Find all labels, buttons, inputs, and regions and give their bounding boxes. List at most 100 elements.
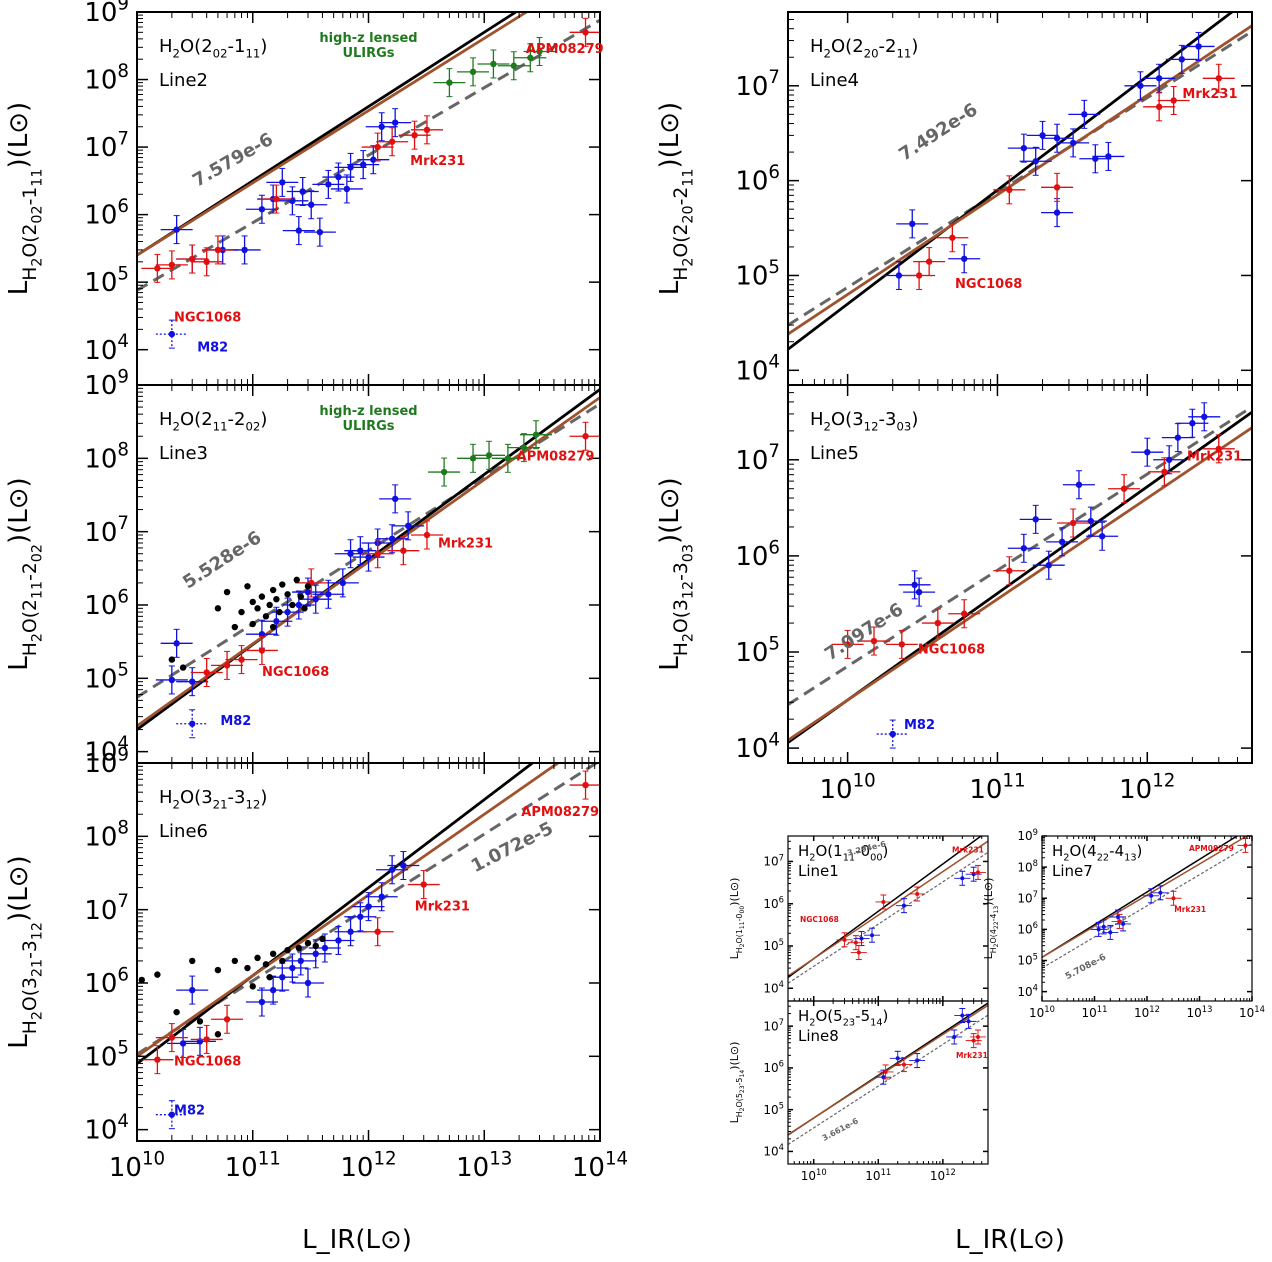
data-point-hrs [254,954,261,962]
data-point-local [1053,209,1061,216]
data-point-local [1178,56,1186,63]
ratio-label: 1.072e-5 [468,818,557,877]
data-point-agn [844,641,851,648]
y-tick-label: 104 [1017,982,1038,998]
data-point-agn [949,234,956,241]
data-point-local [258,630,266,638]
data-point-highz [536,48,543,55]
y-tick-label: 104 [735,352,780,387]
data-point-agn [168,261,176,269]
data-point-local [1075,481,1083,488]
data-point-local [1165,456,1173,463]
annotation-highz: ULIRGs [342,419,394,434]
y-tick-label: 109 [84,0,129,28]
data-point-agn [423,531,431,539]
data-point-local [312,950,319,958]
data-point-hrs [238,608,245,616]
data-point-agn [223,1016,231,1023]
data-point-local [1096,927,1101,932]
data-point-agn [1171,896,1176,901]
y-axis-label: LH2O(422-413)(L⊙) [982,878,1000,960]
data-point-hrs [319,935,326,943]
data-point-agn [582,433,589,440]
data-point-hrs [297,593,304,600]
y-tick-label: 106 [735,537,780,572]
x-tick-label: 1011 [1082,1004,1108,1020]
data-point-local [357,547,364,554]
data-point-agn [853,940,858,945]
data-point-agn [400,547,407,554]
data-point-local [325,181,332,188]
data-point-local [895,272,903,279]
data-point-agn [374,550,381,557]
data-point-agn [582,781,589,789]
panel-subtitle: Line7 [1052,862,1093,880]
panel-title: H2O(422-413) [1052,842,1142,864]
data-point-local [881,1075,886,1080]
data-point-hrs [269,586,277,594]
data-point-local [241,246,248,254]
x-tick-label: 1012 [1119,770,1175,805]
data-point-agn [273,195,280,203]
data-point-local [304,979,312,987]
y-tick-label: 108 [84,440,129,475]
data-point-agn [1215,75,1222,82]
data-point-local [960,1013,965,1018]
data-point-highz [527,54,534,61]
x-axis-label-right: L_IR(L⊙) [955,1225,1065,1255]
data-point-local [388,866,396,873]
data-point-local [1020,144,1028,152]
data-point-local [269,986,277,994]
data-point-m82 [189,720,196,727]
fit-line-brown [1042,836,1249,959]
y-tick-label: 108 [84,818,129,853]
y-tick-label: 107 [84,891,129,926]
data-point-local [1149,893,1154,898]
data-point-agn [975,870,980,875]
data-point-hrs [284,591,291,598]
y-tick-label: 105 [84,1038,129,1073]
annotation-mrk231: Mrk231 [415,899,470,914]
x-tick-label: 1010 [819,770,875,805]
panel-line7: 1010 1011 1012 1013 1014 104 105 106 107 108 109 H2… [982,827,1265,1020]
data-point-local [284,608,291,616]
annotation-apm08279: APM08279 [521,805,599,820]
y-tick-label: 107 [763,1017,784,1033]
data-point-local [1092,155,1099,162]
annotation-ngc1068: NGC1068 [262,665,329,680]
x-tick-label: 1014 [1239,1004,1265,1020]
fit-line-brown [137,12,530,257]
data-point-agn [881,899,886,904]
data-point-local [339,579,347,587]
data-point-local [391,495,399,503]
y-tick-label: 107 [1017,889,1038,905]
ratio-label: 7.579e-6 [189,129,277,192]
panel-subtitle: Line1 [798,862,839,880]
data-point-local [870,933,875,938]
y-tick-label: 109 [84,744,129,779]
panel-title: H2O(211-202) [159,409,267,433]
data-point-agn [1006,186,1013,194]
panel-line8: 1010 1011 1012 104 105 106 107 H2O(523-514)Line… [728,1000,989,1183]
panel-title: H2O(312-303) [810,409,918,433]
plot-area-line8 [788,1002,988,1146]
data-point-agn [1161,468,1168,475]
data-point-local [960,876,965,881]
plot-area-line5 [788,402,1252,749]
panel-subtitle: Line5 [810,443,859,464]
data-point-hrs [262,961,270,968]
data-point-agn [189,255,196,263]
data-point-hrs [173,1008,180,1016]
annotation-ngc1068: NGC1068 [955,277,1022,292]
panel-line3: 104105106107108109H2O(211-202)Line3LH2O(… [4,366,601,768]
data-point-agn [374,143,381,151]
y-axis-label: LH2O(321-312)(L⊙) [4,855,45,1048]
axes-frame [787,384,1253,764]
data-point-hrs [289,601,296,609]
annotation-ngc1068: NGC1068 [174,1054,241,1069]
data-point-hrs [266,973,273,981]
x-tick-label: 1011 [865,1167,891,1183]
y-tick-label: 107 [763,852,784,868]
data-point-hrs [249,620,256,628]
